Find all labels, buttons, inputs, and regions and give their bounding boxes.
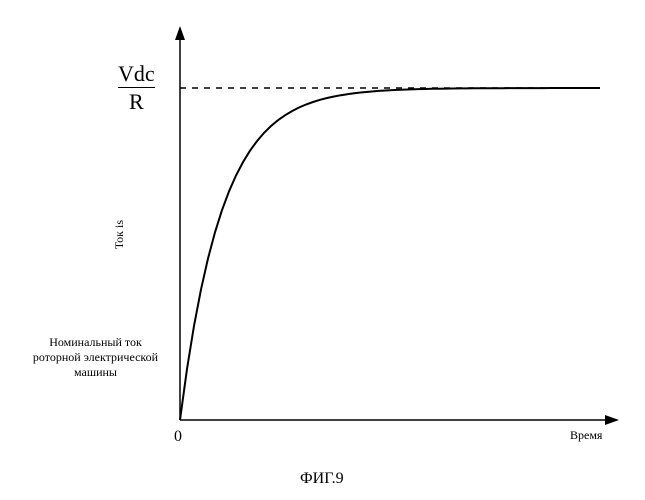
asymptote-divider	[118, 87, 155, 88]
asymptote-label: Vdc R	[118, 62, 155, 113]
y-axis-label: Ток is	[112, 220, 127, 249]
chart-svg	[0, 0, 645, 500]
chart-root: Vdc R Ток is Номинальный ток роторной эл…	[0, 0, 645, 500]
asymptote-numerator: Vdc	[118, 62, 155, 85]
figure-label: ФИГ.9	[300, 470, 344, 488]
origin-label: 0	[174, 428, 182, 446]
asymptote-denominator: R	[129, 90, 144, 113]
x-axis-label: Время	[570, 428, 602, 443]
rated-current-label: Номинальный ток роторной электрической м…	[18, 335, 173, 380]
